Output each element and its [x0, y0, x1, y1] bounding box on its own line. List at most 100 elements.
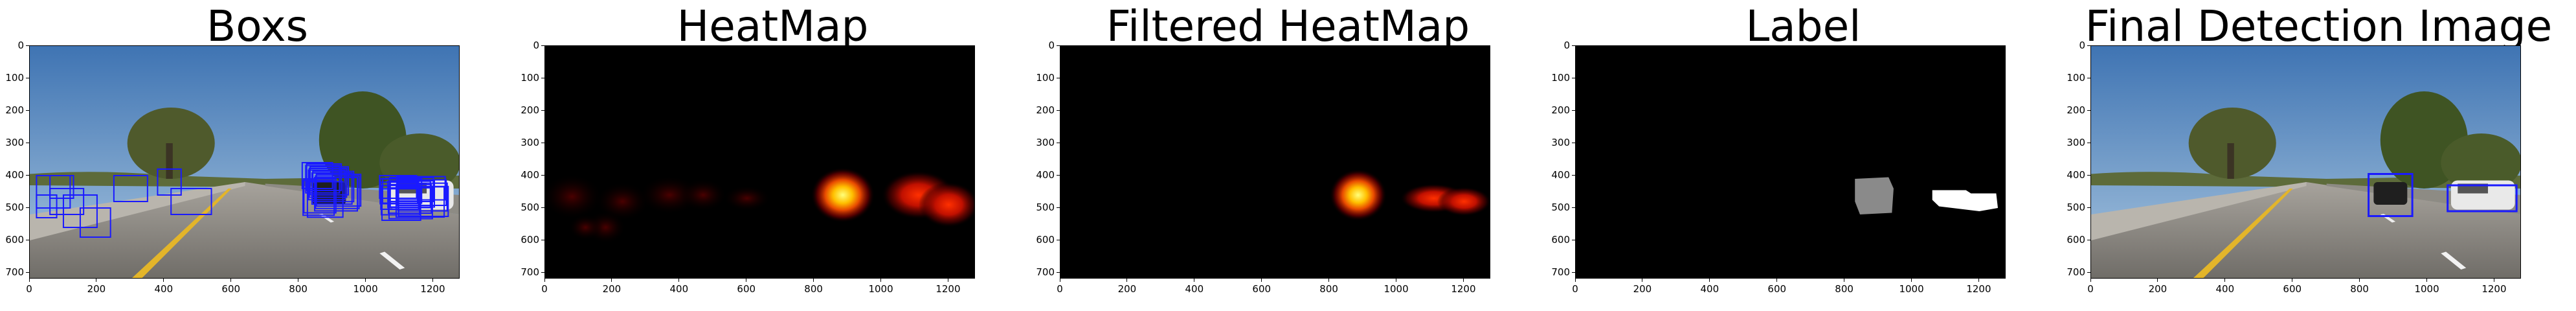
y-tick-mark [2087, 109, 2090, 111]
detection-box [113, 175, 148, 202]
x-tick-label: 800 [1319, 283, 1338, 295]
y-tick-mark [541, 207, 544, 208]
y-tick-label: 500 [521, 202, 539, 213]
x-tick-label: 200 [1633, 283, 1652, 295]
y-tick-label: 0 [1563, 40, 1570, 51]
x-tick-mark [2426, 279, 2428, 282]
y-tick-label: 200 [5, 104, 24, 116]
y-tick-label: 400 [1036, 169, 1055, 181]
y-tick-mark [26, 174, 29, 176]
panel-road-boxes: Boxs 0 200 400 600 800 1000 1200 0 100 200 300 400 50… [0, 0, 515, 311]
y-tick-label: 200 [521, 104, 539, 116]
panel-heatmap-filtered: Filtered HeatMap 0 200 400 600 800 1000 1200 0 10… [1031, 0, 1545, 311]
detection-box [36, 194, 58, 218]
panel-title: Filtered HeatMap [1106, 1, 1470, 51]
x-tick-label: 1200 [420, 283, 445, 295]
y-tick-label: 700 [521, 266, 539, 278]
image-frame [29, 45, 460, 279]
x-tick-mark [28, 279, 30, 282]
y-tick-mark [1057, 45, 1060, 46]
detection-box [398, 185, 449, 218]
y-tick-label: 400 [2066, 169, 2085, 181]
panel-label: Label 0 200 400 600 800 1000 1200 0 100 200 300 400 5… [1546, 0, 2061, 311]
x-tick-mark [432, 279, 433, 282]
x-tick-label: 800 [2350, 283, 2369, 295]
x-tick-mark [1574, 279, 1576, 282]
x-tick-label: 1200 [1966, 283, 1991, 295]
y-tick-mark [26, 45, 29, 46]
x-tick-mark [611, 279, 612, 282]
heat-blob [595, 182, 650, 221]
panel-title: Final Detection Image [2085, 1, 2553, 51]
heat-blob [545, 174, 603, 220]
y-tick-label: 200 [1551, 104, 1570, 116]
x-tick-mark [2224, 279, 2226, 282]
x-tick-mark [1261, 279, 1262, 282]
detection-box [2447, 184, 2518, 213]
y-tick-label: 0 [17, 40, 24, 51]
y-tick-label: 200 [1036, 104, 1055, 116]
x-tick-label: 600 [2283, 283, 2302, 295]
y-tick-label: 100 [1036, 72, 1055, 84]
detection-box [303, 178, 337, 214]
x-tick-mark [678, 279, 680, 282]
x-tick-label: 1200 [2481, 283, 2507, 295]
detection-box [389, 180, 435, 208]
x-tick-label: 200 [602, 283, 622, 295]
x-tick-mark [544, 279, 545, 282]
y-tick-label: 0 [1048, 40, 1055, 51]
y-tick-label: 600 [1036, 234, 1055, 246]
detection-box [306, 163, 342, 191]
y-tick-label: 400 [521, 169, 539, 181]
y-tick-mark [26, 271, 29, 273]
x-tick-label: 200 [1117, 283, 1137, 295]
y-tick-mark [26, 109, 29, 111]
y-tick-label: 600 [521, 234, 539, 246]
detection-box [79, 207, 111, 238]
x-tick-label: 800 [804, 283, 823, 295]
x-tick-mark [1911, 279, 1912, 282]
heat-blob [723, 185, 771, 211]
x-tick-mark [2359, 279, 2360, 282]
image-label [1576, 46, 2005, 278]
x-tick-label: 800 [1835, 283, 1854, 295]
lane-line-white [2441, 251, 2467, 270]
x-tick-label: 0 [541, 283, 548, 295]
y-tick-mark [1572, 271, 1575, 273]
y-tick-label: 600 [2066, 234, 2085, 246]
detection-box [49, 188, 85, 215]
heat-blob [568, 214, 603, 240]
y-tick-label: 300 [1036, 137, 1055, 148]
y-tick-mark [541, 271, 544, 273]
x-tick-label: 600 [1252, 283, 1271, 295]
y-tick-label: 100 [2066, 72, 2085, 84]
barrier [30, 182, 245, 240]
panel-title: HeatMap [677, 1, 869, 51]
x-tick-label: 400 [154, 283, 174, 295]
y-tick-label: 0 [533, 40, 539, 51]
image-axes: 0 200 400 600 800 1000 1200 0 100 200 300 400 500 600… [2066, 40, 2521, 295]
image-axes: 0 200 400 600 800 1000 1200 0 100 200 300 400 500 600… [521, 40, 975, 295]
x-tick-label: 0 [26, 283, 32, 295]
heat-blob [811, 167, 875, 223]
detection-box [170, 188, 212, 215]
y-tick-label: 400 [5, 169, 24, 181]
y-tick-label: 300 [2066, 137, 2085, 148]
x-tick-label: 200 [2148, 283, 2167, 295]
image-frame [1575, 45, 2006, 279]
detection-box [312, 170, 355, 203]
y-tick-label: 200 [2066, 104, 2085, 116]
x-tick-label: 600 [221, 283, 241, 295]
barrier [2091, 182, 2307, 240]
y-tick-mark [541, 174, 544, 176]
image-frame [2090, 45, 2521, 279]
y-tick-mark [1057, 207, 1060, 208]
heat-blob [918, 182, 974, 227]
image-road-boxes [30, 46, 459, 278]
lane-line-white [379, 251, 405, 270]
detection-box [2368, 173, 2414, 217]
image-heatmap-filtered [1060, 46, 1490, 278]
y-tick-mark [1572, 207, 1575, 208]
x-tick-label: 800 [289, 283, 308, 295]
